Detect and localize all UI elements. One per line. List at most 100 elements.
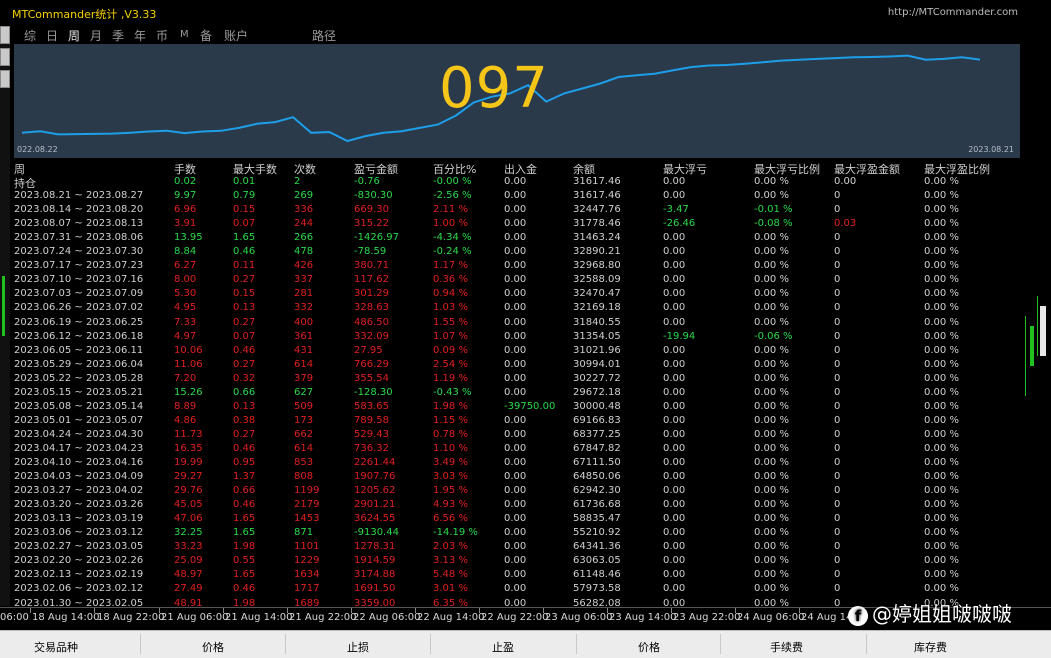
col-swap[interactable]: 库存费 [914,641,947,654]
col-header-max-floating-profit: 最大浮盈金额 [834,163,900,176]
toolbar-button-2[interactable] [0,48,10,66]
cell-max-drawdown: 0.00 [663,555,686,567]
cell-count: 1453 [294,513,320,525]
cell-lots: 0.02 [174,176,197,187]
cell-pnl: 2261.44 [354,457,396,468]
cell-max-drawdown-pct: 0.00 % [754,176,789,187]
menu-item-m[interactable]: M [180,29,189,40]
cell-count: 431 [294,344,314,356]
cell-deposit: 0.00 [504,485,527,497]
time-label: 22 Aug 14:00 [417,612,485,623]
cell-max-drawdown: -26.46 [663,218,696,230]
cell-balance: 64341.36 [573,541,621,553]
cell-pct: -4.34 % [433,232,472,244]
col-symbol[interactable]: 交易品种 [34,641,78,654]
cell-period: 2023.07.03 ~ 2023.07.09 [14,288,144,300]
cell-balance: 58835.47 [573,513,621,525]
time-label: 06:00 [0,612,29,623]
cell-lots: 11.73 [174,428,203,440]
menu-item-account[interactable]: 账户 [224,29,249,43]
time-tick [799,608,800,613]
col-header-count: 次数 [294,163,316,176]
menu-item-month[interactable]: 月 [90,29,103,43]
col-stop-loss[interactable]: 止损 [347,641,369,654]
cell-count: 614 [294,358,314,370]
cell-max-drawdown-pct: 0.00 % [754,485,789,497]
time-label: 21 Aug 06:00 [161,612,229,623]
cell-max-drawdown: 0.00 [663,428,686,440]
col-take-profit[interactable]: 止盈 [492,641,514,654]
cell-max-drawdown-pct: 0.00 % [754,400,789,412]
cell-max-drawdown: 0.00 [663,414,686,426]
cell-max-floating-profit-pct: 0.00 % [924,541,959,553]
cell-max-drawdown-pct: 0.00 % [754,541,789,553]
cell-deposit: 0.00 [504,457,527,468]
cell-max-floating-profit: 0 [834,302,841,314]
table-row: 2023.07.17 ~ 2023.07.23 6.27 0.11 426 380.71… [14,260,1020,274]
menu-item-path[interactable]: 路径 [312,29,337,43]
cell-balance: 32968.80 [573,260,621,272]
cell-period: 2023.06.26 ~ 2023.07.02 [14,302,144,314]
website-link[interactable]: http://MTCommander.com [887,7,1018,18]
background-candle [1030,326,1034,366]
cell-pnl: 669.30 [354,204,389,216]
cell-max-floating-profit-pct: 0.00 % [924,330,959,342]
cell-max-lots: 0.15 [233,204,256,216]
cell-count: 662 [294,428,314,440]
col-header-max-drawdown-pct: 最大浮亏比例 [754,163,820,176]
cell-max-lots: 1.65 [233,569,256,581]
table-row: 2023.07.03 ~ 2023.07.09 5.30 0.15 281 301.29… [14,288,1020,302]
menu-item-summary[interactable]: 综 [24,29,37,43]
cell-max-lots: 0.11 [233,260,256,272]
cell-period: 2023.04.10 ~ 2023.04.16 [14,457,144,468]
cell-pnl: -830.30 [354,190,393,202]
table-row: 2023.04.17 ~ 2023.04.23 16.35 0.46 614 736.3… [14,443,1020,457]
cell-max-floating-profit: 0 [834,386,841,398]
cell-pnl: 1914.59 [354,555,396,567]
cell-max-drawdown: 0.00 [663,527,686,539]
cell-pct: -14.19 % [433,527,478,539]
cell-count: 1689 [294,597,320,609]
col-price[interactable]: 价格 [202,641,224,654]
cell-max-drawdown-pct: 0.00 % [754,190,789,202]
col-header-balance: 余额 [573,163,595,176]
cell-lots: 29.76 [174,485,203,497]
table-row: 2023.06.19 ~ 2023.06.25 7.33 0.27 400 486.50… [14,317,1020,331]
col-current-price[interactable]: 价格 [638,641,660,654]
cell-max-floating-profit-pct: 0.00 % [924,218,959,230]
cell-pct: 5.48 % [433,569,468,581]
menu-item-day[interactable]: 日 [46,29,59,43]
cell-max-drawdown: 0.00 [663,274,686,286]
cell-deposit: 0.00 [504,372,527,384]
col-commission[interactable]: 手续费 [770,641,803,654]
cell-period: 2023.05.01 ~ 2023.05.07 [14,414,144,426]
toolbar-button-3[interactable] [0,70,10,88]
cell-pnl: 328.63 [354,302,389,314]
menu-item-currency[interactable]: 币 [156,29,169,43]
cell-pct: 1.00 % [433,218,468,230]
cell-max-lots: 0.13 [233,302,256,314]
cell-balance: 64850.06 [573,471,621,483]
cell-pnl: 1278.31 [354,541,396,553]
column-divider [430,634,431,654]
cell-period: 2023.07.17 ~ 2023.07.23 [14,260,144,272]
menu-item-year[interactable]: 年 [134,29,147,43]
menu-item-quarter[interactable]: 季 [112,29,125,43]
time-label: 23 Aug 22:00 [673,612,741,623]
time-label: 24 Aug 06:00 [737,612,805,623]
chart-time-axis: 06:00 18 Aug 14:00 18 Aug 22:00 21 Aug 06:0… [0,607,1051,630]
time-tick [287,608,288,613]
cell-max-drawdown: 0.00 [663,499,686,511]
cell-pct: 0.94 % [433,288,468,300]
title-bar: MTCommander统计 ,V3.33 http://MTCommander.… [0,0,1051,26]
toolbar-button-1[interactable] [0,26,10,44]
cell-max-floating-profit: 0 [834,274,841,286]
cell-lots: 13.95 [174,232,203,244]
menu-item-week[interactable]: 周 [68,29,81,43]
cell-balance: 31463.24 [573,232,621,244]
cell-lots: 10.06 [174,344,203,356]
period-menu: 综 日 周 月 季 年 币 M 备 账户 路径 [14,24,1020,44]
cell-count: 871 [294,527,314,539]
menu-item-backup[interactable]: 备 [200,29,213,43]
cell-lots: 5.30 [174,288,197,300]
